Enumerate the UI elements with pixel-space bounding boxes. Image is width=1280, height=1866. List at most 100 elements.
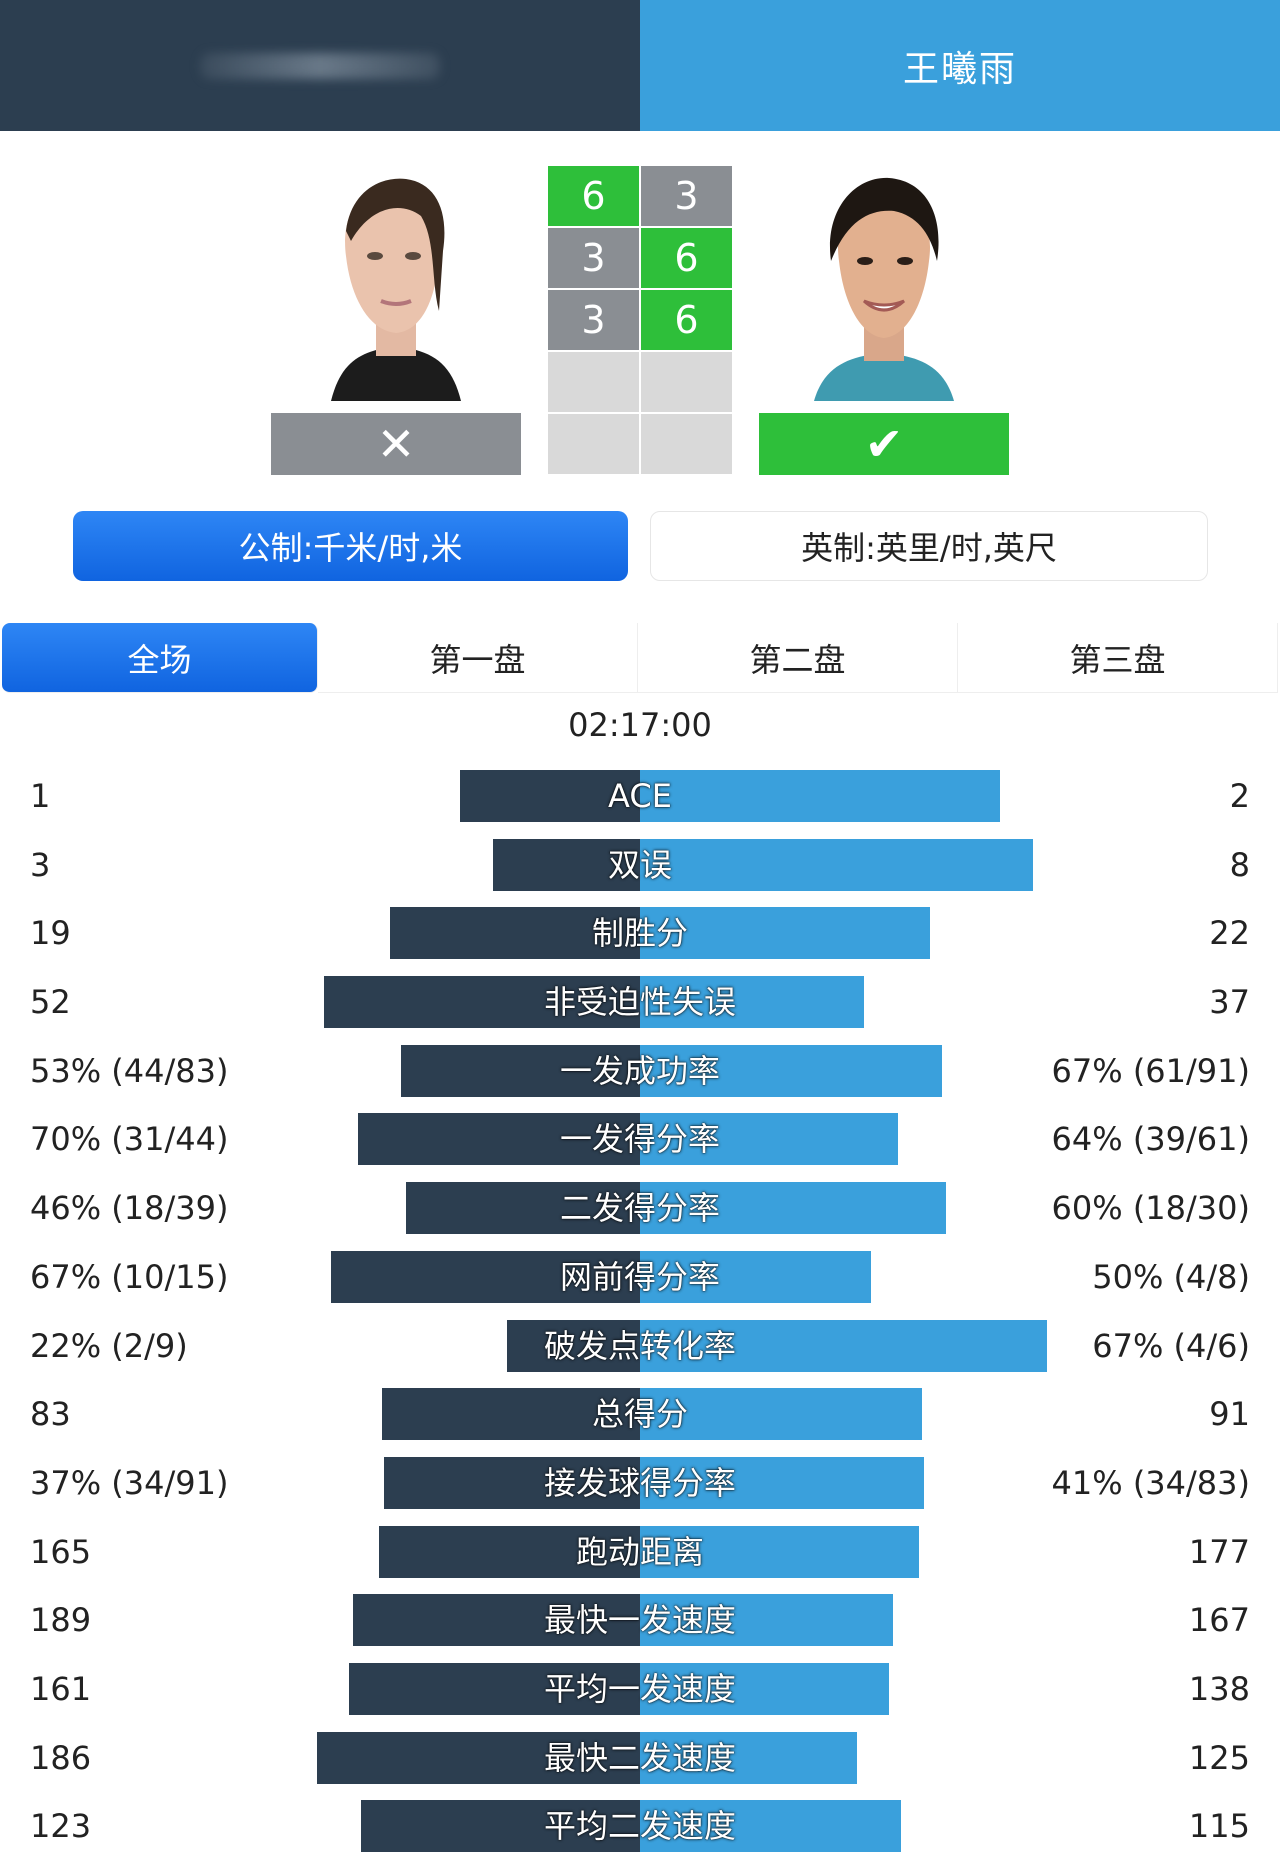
right-stat-value: 60% (18/30)	[1051, 1189, 1250, 1228]
left-stat-value: 165	[30, 1532, 92, 1571]
left-stat-value: 1	[30, 777, 51, 815]
stat-row: 161 138 平均一发速度	[0, 1662, 1280, 1732]
left-stat-bar	[390, 907, 640, 960]
left-stat-bar	[349, 1662, 640, 1715]
right-stat-value: 37	[1209, 983, 1250, 1022]
right-stat-bar	[640, 907, 930, 960]
stat-row: 165 177 跑动距离	[0, 1525, 1280, 1595]
left-stat-bar	[361, 1800, 640, 1853]
left-stat-bar	[406, 1182, 640, 1235]
right-stat-value: 64% (39/61)	[1051, 1120, 1250, 1159]
left-stat-value: 67% (10/15)	[30, 1257, 229, 1296]
left-stat-bar	[401, 1044, 640, 1097]
right-stat-value: 125	[1188, 1738, 1250, 1777]
stat-label: 一发得分率	[559, 1120, 720, 1159]
stat-row: 123 115 平均二发速度	[0, 1800, 1280, 1866]
left-stat-bar	[384, 1456, 640, 1509]
right-stat-value: 115	[1188, 1807, 1250, 1846]
left-stat-value: 123	[30, 1807, 92, 1846]
stat-row: 52 37 非受迫性失误	[0, 976, 1280, 1045]
tab-set-2[interactable]: 第二盘	[638, 623, 958, 693]
stat-row: 22% (2/9) 67% (4/6) 破发点转化率	[0, 1319, 1280, 1389]
blurred-name	[200, 52, 440, 79]
tab-set-1[interactable]: 第一盘	[318, 623, 638, 693]
left-stat-value: 186	[30, 1738, 92, 1777]
stat-label: 最快二发速度	[543, 1738, 736, 1777]
stat-row: 46% (18/39) 60% (18/30) 二发得分率	[0, 1182, 1280, 1251]
left-stat-bar	[353, 1594, 640, 1647]
stat-row: 53% (44/83) 67% (61/91) 一发成功率	[0, 1044, 1280, 1114]
imperial-units-button[interactable]: 英制:英里/时,英尺	[650, 511, 1208, 581]
left-stat-bar	[379, 1525, 640, 1578]
set2-left-score: 3	[548, 228, 639, 288]
stat-label: 跑动距离	[575, 1532, 704, 1571]
right-stat-value: 50% (4/8)	[1092, 1257, 1250, 1296]
set1-left-score: 6	[548, 166, 639, 226]
left-stat-bar	[507, 1319, 640, 1372]
right-stat-value: 177	[1188, 1532, 1250, 1571]
set-tabs: 全场 第一盘 第二盘 第三盘	[0, 623, 1280, 693]
stat-label: 网前得分率	[559, 1257, 720, 1296]
right-stat-value: 41% (34/83)	[1051, 1463, 1250, 1502]
stat-label: 制胜分	[591, 914, 688, 953]
stat-label: 非受迫性失误	[543, 983, 736, 1022]
left-stat-value: 83	[30, 1395, 71, 1434]
unit-switcher: 公制:千米/时,米 英制:英里/时,英尺	[0, 511, 1280, 583]
stats-table: 1 2 ACE 3 8 双误 19 22 制胜分 52 37 非受迫性失误 53% (44/83) 67%…	[0, 770, 1280, 1866]
players-section: ✕ 6 3 3 6 3 6 ✔	[0, 131, 1280, 491]
stat-row: 3 8 双误	[0, 838, 1280, 908]
right-stat-bar	[640, 1388, 922, 1441]
tab-set-3[interactable]: 第三盘	[958, 623, 1278, 693]
set4-right-score	[641, 352, 732, 412]
metric-units-button[interactable]: 公制:千米/时,米	[73, 511, 628, 581]
match-duration: 02:17:00	[568, 706, 712, 744]
right-stat-bar	[640, 1662, 889, 1715]
left-stat-value: 189	[30, 1601, 92, 1640]
stat-row: 186 125 最快二发速度	[0, 1731, 1280, 1801]
left-stat-bar	[382, 1388, 640, 1441]
right-stat-value: 8	[1229, 845, 1250, 884]
left-stat-bar	[493, 838, 640, 891]
stat-row: 1 2 ACE	[0, 770, 1280, 839]
left-stat-bar	[317, 1731, 640, 1784]
stat-label: 双误	[607, 845, 672, 884]
left-stat-bar	[324, 976, 640, 1029]
left-stat-value: 161	[30, 1669, 92, 1708]
right-stat-bar	[640, 1113, 898, 1166]
right-stat-value: 167	[1188, 1601, 1250, 1640]
stat-label: 平均二发速度	[543, 1807, 736, 1846]
right-player-photo	[759, 161, 1009, 401]
stat-label: 最快一发速度	[543, 1601, 736, 1640]
stat-label: 接发球得分率	[543, 1463, 736, 1502]
stat-row: 19 22 制胜分	[0, 907, 1280, 976]
right-stat-bar	[640, 1800, 901, 1853]
right-stat-bar	[640, 1182, 946, 1235]
stat-row: 189 167 最快一发速度	[0, 1594, 1280, 1663]
right-stat-value: 67% (4/6)	[1092, 1326, 1250, 1365]
stat-row: 37% (34/91) 41% (34/83) 接发球得分率	[0, 1456, 1280, 1526]
right-stat-bar	[640, 976, 864, 1029]
left-stat-value: 3	[30, 845, 51, 884]
stat-label: 平均一发速度	[543, 1669, 736, 1708]
right-stat-value: 91	[1209, 1395, 1250, 1434]
right-stat-value: 138	[1188, 1669, 1250, 1708]
right-stat-value: 67% (61/91)	[1051, 1051, 1250, 1090]
set5-left-score	[548, 414, 639, 474]
right-stat-bar	[640, 1456, 924, 1509]
left-stat-value: 52	[30, 983, 71, 1022]
left-stat-bar	[331, 1250, 640, 1303]
left-player-name-blurred	[0, 0, 640, 131]
right-stat-bar	[640, 1594, 893, 1647]
set3-right-score: 6	[641, 290, 732, 350]
right-stat-bar	[640, 1250, 871, 1303]
stat-label: 一发成功率	[559, 1051, 720, 1090]
stat-label: 破发点转化率	[543, 1326, 736, 1365]
right-stat-bar	[640, 1731, 857, 1784]
right-stat-value: 2	[1229, 777, 1250, 815]
cross-icon: ✕	[376, 417, 416, 471]
tab-full-match[interactable]: 全场	[2, 623, 318, 693]
set4-left-score	[548, 352, 639, 412]
right-player-name: 王曦雨	[640, 0, 1280, 131]
right-stat-bar	[640, 1044, 942, 1097]
left-stat-bar	[460, 770, 640, 822]
